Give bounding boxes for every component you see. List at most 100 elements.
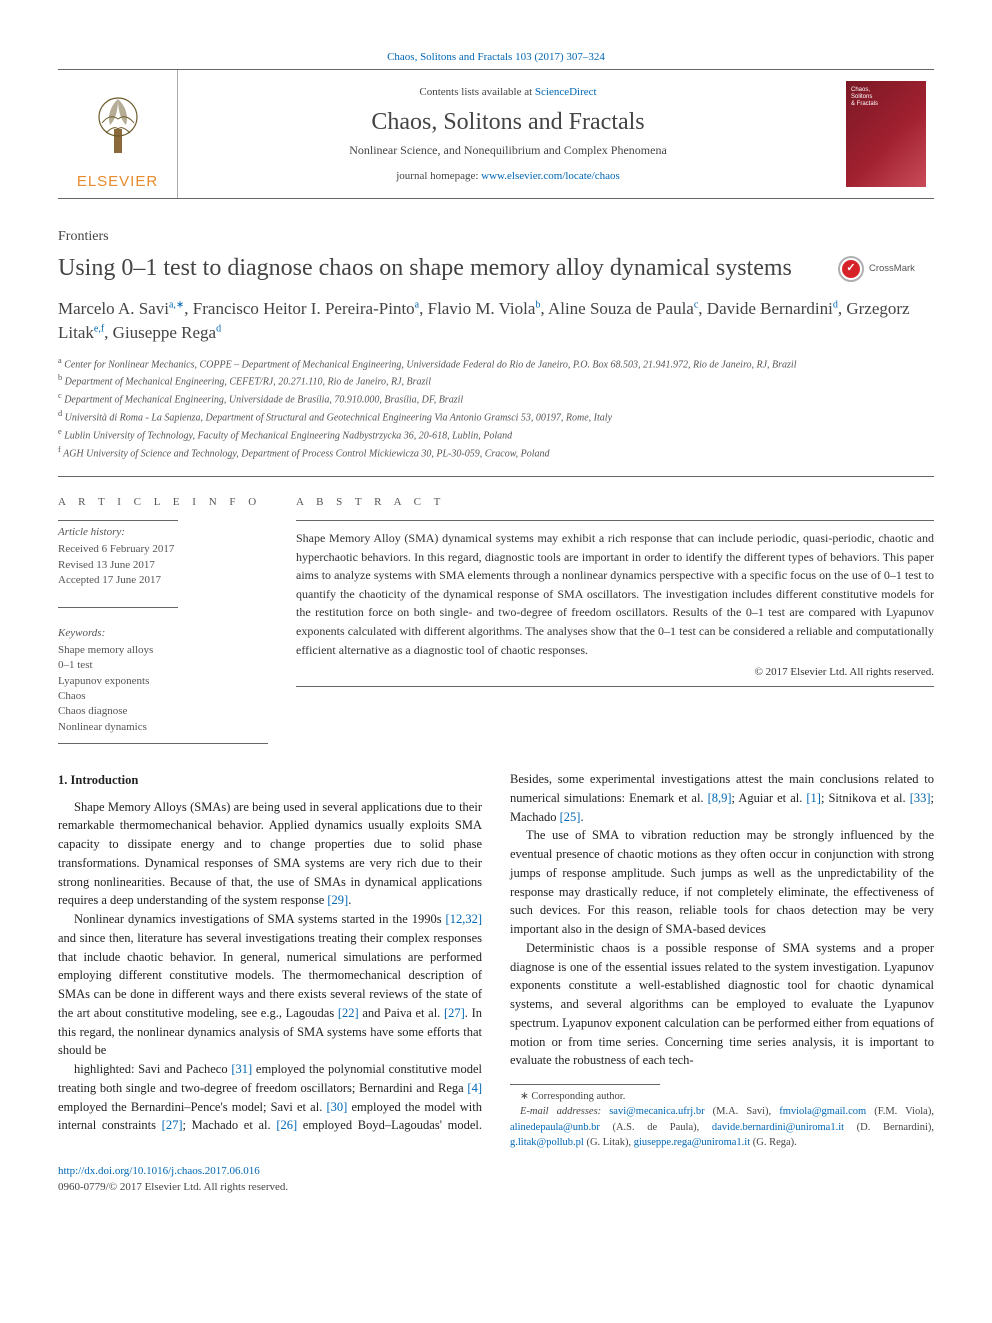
history-head: Article history: xyxy=(58,525,268,540)
abstract-rule-bottom xyxy=(296,686,934,687)
body-columns: 1. Introduction Shape Memory Alloys (SMA… xyxy=(58,770,934,1150)
header-box: ELSEVIER Contents lists available at Sci… xyxy=(58,69,934,199)
rule-below-keywords xyxy=(58,743,268,744)
keywords-head: Keywords: xyxy=(58,626,268,641)
keywords-rule xyxy=(58,607,178,608)
abstract-rule-top xyxy=(296,520,934,521)
crossmark-icon: ✓ xyxy=(838,256,864,282)
author-sup: e,f xyxy=(94,323,104,334)
author-email-link[interactable]: alinedepaula@unb.br xyxy=(510,1122,600,1133)
author-sup: a,∗ xyxy=(169,299,184,310)
abstract-text: Shape Memory Alloy (SMA) dynamical syste… xyxy=(296,529,934,659)
author: Marcelo A. Savi xyxy=(58,299,169,318)
keyword: Lyapunov exponents xyxy=(58,674,268,689)
crossmark-label: CrossMark xyxy=(869,262,915,275)
header-citation-link[interactable]: Chaos, Solitons and Fractals 103 (2017) … xyxy=(58,50,934,65)
keyword: Chaos xyxy=(58,689,268,704)
crossmark-icon-inner: ✓ xyxy=(842,260,860,278)
author-email-link[interactable]: giuseppe.rega@uniroma1.it xyxy=(634,1137,750,1148)
body-paragraph: Shape Memory Alloys (SMAs) are being use… xyxy=(58,798,482,911)
author: Aline Souza de Paula xyxy=(548,299,694,318)
journal-cover-thumb: Chaos, Solitons & Fractals xyxy=(846,81,926,187)
article-info-rule xyxy=(58,520,178,521)
body-paragraph: The use of SMA to vibration reduction ma… xyxy=(510,826,934,939)
keyword: Shape memory alloys xyxy=(58,643,268,658)
affil-ref-link[interactable]: a,∗ xyxy=(169,299,184,310)
affil-ref-link[interactable]: e,f xyxy=(94,323,104,334)
introduction-head: 1. Introduction xyxy=(58,772,482,790)
citation-link[interactable]: [25] xyxy=(560,810,581,824)
article-info-head: A R T I C L E I N F O xyxy=(58,495,268,510)
affil-ref-link[interactable]: d xyxy=(216,323,221,334)
keyword: Nonlinear dynamics xyxy=(58,720,268,735)
author-sup: b xyxy=(535,299,540,310)
cover-line-2: & Fractals xyxy=(851,101,878,108)
contents-line: Contents lists available at ScienceDirec… xyxy=(419,85,596,100)
author-sup: c xyxy=(694,299,698,310)
authors-line: Marcelo A. Savia,∗, Francisco Heitor I. … xyxy=(58,297,934,345)
affil-ref-link[interactable]: c xyxy=(694,299,698,310)
citation-link[interactable]: [12,32] xyxy=(446,912,482,926)
author: Francisco Heitor I. Pereira-Pinto xyxy=(193,299,415,318)
citation-link[interactable]: [1] xyxy=(806,791,821,805)
author: Davide Bernardini xyxy=(707,299,833,318)
sciencedirect-link[interactable]: ScienceDirect xyxy=(535,86,597,98)
author-sup: d xyxy=(216,323,221,334)
citation-link[interactable]: [33] xyxy=(910,791,931,805)
citation-link[interactable]: [26] xyxy=(276,1118,297,1132)
keywords-list: Shape memory alloys0–1 testLyapunov expo… xyxy=(58,643,268,735)
abstract-column: A B S T R A C T Shape Memory Alloy (SMA)… xyxy=(296,495,934,736)
homepage-link[interactable]: www.elsevier.com/locate/chaos xyxy=(481,170,620,182)
homepage-pre: journal homepage: xyxy=(396,170,481,182)
history-accepted: Accepted 17 June 2017 xyxy=(58,573,268,588)
citation-link[interactable]: [27] xyxy=(444,1006,465,1020)
footnote-rule xyxy=(510,1084,660,1085)
elsevier-wordmark: ELSEVIER xyxy=(77,171,158,192)
affil-ref-link[interactable]: a xyxy=(415,299,419,310)
doi-link[interactable]: http://dx.doi.org/10.1016/j.chaos.2017.0… xyxy=(58,1165,260,1177)
history-received: Received 6 February 2017 xyxy=(58,542,268,557)
affil-ref-link[interactable]: d xyxy=(833,299,838,310)
issn-line: 0960-0779/© 2017 Elsevier Ltd. All right… xyxy=(58,1181,288,1193)
history-revised: Revised 13 June 2017 xyxy=(58,558,268,573)
author-sup: a xyxy=(415,299,419,310)
rule-above-meta xyxy=(58,476,934,477)
author-email-link[interactable]: savi@mecanica.ufrj.br xyxy=(609,1106,704,1117)
body-paragraph: Nonlinear dynamics investigations of SMA… xyxy=(58,910,482,1060)
meta-abstract-row: A R T I C L E I N F O Article history: R… xyxy=(58,495,934,736)
citation-link[interactable]: [22] xyxy=(338,1006,359,1020)
cover-line-1: Solitons xyxy=(851,94,872,101)
doi-block: http://dx.doi.org/10.1016/j.chaos.2017.0… xyxy=(58,1164,934,1195)
article-title: Using 0–1 test to diagnose chaos on shap… xyxy=(58,253,826,283)
keyword: 0–1 test xyxy=(58,658,268,673)
publisher-cell: ELSEVIER xyxy=(58,70,178,198)
body-paragraph: Deterministic chaos is a possible respon… xyxy=(510,939,934,1070)
author: Flavio M. Viola xyxy=(428,299,536,318)
affiliation-line: f AGH University of Science and Technolo… xyxy=(58,444,934,462)
affil-ref-link[interactable]: b xyxy=(535,299,540,310)
article-type: Frontiers xyxy=(58,227,934,247)
citation-link[interactable]: [29] xyxy=(327,893,348,907)
citation-link[interactable]: [30] xyxy=(326,1100,347,1114)
citation-link[interactable]: [4] xyxy=(467,1081,482,1095)
author-email-link[interactable]: fmviola@gmail.com xyxy=(779,1106,866,1117)
elsevier-tree-icon xyxy=(88,76,148,171)
cover-cell: Chaos, Solitons & Fractals xyxy=(838,70,934,198)
author-email-link[interactable]: davide.bernardini@uniroma1.it xyxy=(712,1122,844,1133)
homepage-line: journal homepage: www.elsevier.com/locat… xyxy=(396,169,620,184)
journal-name: Chaos, Solitons and Fractals xyxy=(371,106,644,140)
page-root: Chaos, Solitons and Fractals 103 (2017) … xyxy=(0,0,992,1225)
cover-line-0: Chaos, xyxy=(851,87,870,94)
affiliation-line: b Department of Mechanical Engineering, … xyxy=(58,372,934,390)
affiliation-line: d Università di Roma - La Sapienza, Depa… xyxy=(58,408,934,426)
keyword: Chaos diagnose xyxy=(58,704,268,719)
citation-link[interactable]: [27] xyxy=(162,1118,183,1132)
contents-pre: Contents lists available at xyxy=(419,86,534,98)
citation-link[interactable]: [8,9] xyxy=(708,791,732,805)
crossmark-badge[interactable]: ✓ CrossMark xyxy=(838,253,934,285)
author-email-link[interactable]: g.litak@pollub.pl xyxy=(510,1137,584,1148)
header-middle: Contents lists available at ScienceDirec… xyxy=(178,70,838,198)
abstract-copyright: © 2017 Elsevier Ltd. All rights reserved… xyxy=(296,665,934,680)
affiliation-line: a Center for Nonlinear Mechanics, COPPE … xyxy=(58,355,934,373)
citation-link[interactable]: [31] xyxy=(231,1062,252,1076)
